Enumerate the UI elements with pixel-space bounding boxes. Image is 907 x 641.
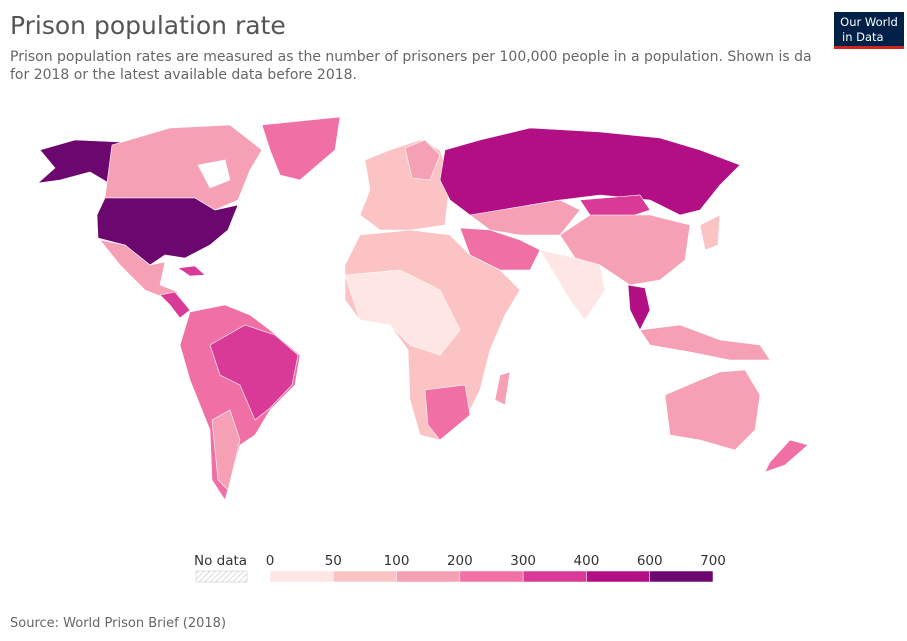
legend-swatch [649,570,714,583]
central-america[interactable] [159,291,191,319]
alaska[interactable] [37,139,121,186]
legend-swatch [396,570,461,583]
thailand[interactable] [627,284,651,331]
cuba[interactable] [177,265,206,277]
legend-swatch [522,570,587,583]
legend-tick-label: 400 [574,553,600,569]
legend-label: No data [194,553,247,569]
central-asia[interactable] [469,199,581,236]
southern-africa[interactable] [424,384,471,441]
logo-box [834,12,904,48]
subtitle: Prison population rates are measured as … [10,49,812,65]
title: Prison population rate [10,11,286,40]
legend: No data 0 50 100 200 300 400 600 700 [194,553,726,583]
world-map [37,116,809,501]
legend-swatch [459,570,524,583]
subtitle: for 2018 or the latest available data be… [10,67,357,83]
logo-text: Our World [840,15,898,29]
logo-text: in Data [842,30,884,44]
brazil[interactable] [209,324,299,421]
scandinavia[interactable] [404,139,441,181]
legend-swatch [269,570,334,583]
legend-tick-label: 100 [384,553,410,569]
india[interactable] [539,249,606,321]
source: Source: World Prison Brief (2018) [10,616,226,631]
logo-line [834,46,904,49]
west-africa[interactable] [344,269,461,356]
madagascar[interactable] [494,371,511,406]
greenland[interactable] [261,116,341,181]
argentina[interactable] [211,409,241,491]
indonesia[interactable] [639,324,771,361]
legend-swatch [333,570,397,583]
no-data-swatch [195,570,248,583]
usa[interactable] [96,197,239,266]
legend-tick-label: 200 [447,553,473,569]
canada[interactable] [104,124,263,211]
mexico[interactable] [99,239,179,301]
legend-tick-label: 600 [637,553,663,569]
australia[interactable] [664,369,761,451]
legend-swatch [586,570,650,583]
new-zealand[interactable] [764,439,809,473]
hudson-bay [197,159,231,189]
logo[interactable]: Our World in Data [834,12,904,49]
legend-tick-label: 700 [700,553,726,569]
japan[interactable] [699,214,721,251]
legend-tick-label: 0 [266,553,275,569]
legend-tick-label: 50 [325,553,342,569]
legend-tick-label: 300 [510,553,536,569]
